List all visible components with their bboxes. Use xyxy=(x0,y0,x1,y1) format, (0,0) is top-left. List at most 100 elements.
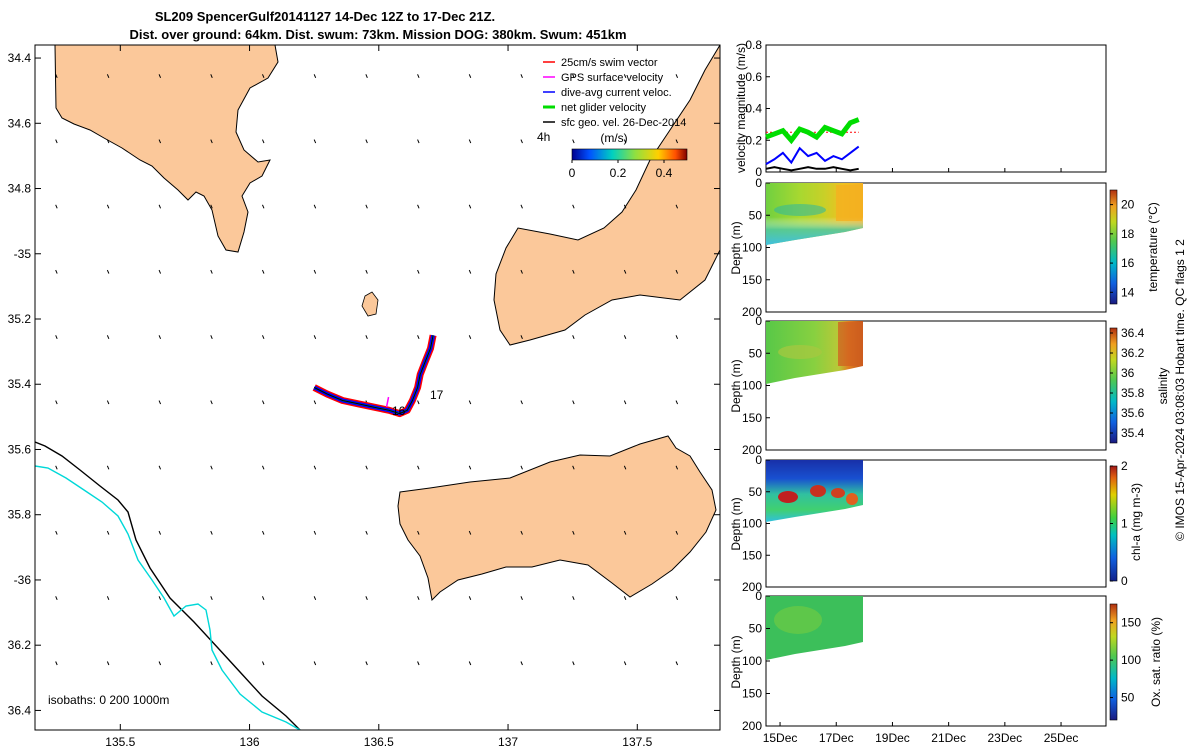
time-marker-label: 4h xyxy=(537,130,550,144)
salinity-patch xyxy=(778,345,822,359)
depth-y-tick-label: 50 xyxy=(749,622,763,636)
sfc-geo-arrow xyxy=(417,530,420,535)
sfc-geo-arrow xyxy=(572,335,575,340)
depth-y-tick-label: 100 xyxy=(742,654,762,668)
oxygen-patch xyxy=(774,606,822,634)
sfc-geo-arrow xyxy=(210,204,213,209)
legend-dive-avg-label: dive-avg current veloc. xyxy=(561,87,672,99)
sfc-geo-arrow xyxy=(520,530,523,535)
imos-side-note: © IMOS 15-Apr-2024 03:08:03 Hobart time.… xyxy=(1173,239,1187,541)
sfc-geo-arrow xyxy=(55,661,58,666)
colorbar-unit-label: (m/s) xyxy=(600,131,627,145)
velocity-colorbar-tick-label: 0 xyxy=(569,166,576,180)
sfc-geo-arrow xyxy=(106,269,110,274)
depth-y-tick-label: 150 xyxy=(742,411,762,425)
sfc-geo-arrow xyxy=(365,269,368,274)
sfc-geo-arrow xyxy=(675,74,679,79)
sfc-geo-arrow xyxy=(158,74,162,79)
depth-y-tick-label: 0 xyxy=(755,314,762,328)
map-y-tick-label: 34.4 xyxy=(8,51,32,65)
velocity-colorbar-ticks: 0 0.2 0.4 xyxy=(569,160,673,180)
date-tick-label: 25Dec xyxy=(1044,731,1079,745)
sfc-geo-arrow xyxy=(623,661,627,666)
sfc-geo-arrow xyxy=(572,269,575,274)
colorbar-tick-label: 36.2 xyxy=(1121,346,1145,360)
date-tick-label: 17Dec xyxy=(819,731,854,745)
depth-y-tick-label: 0 xyxy=(755,176,762,190)
velocity-panel: 0 0.2 0.4 0.6 0.8 velocity magnitude (m/s) xyxy=(734,38,1107,179)
sfc-geo-arrow xyxy=(106,465,110,470)
colorbar-tick-label: 35.4 xyxy=(1121,426,1145,440)
track-label-17: 17 xyxy=(430,388,444,402)
depth-y-tick-label: 150 xyxy=(742,687,762,701)
sfc-geo-arrow xyxy=(417,400,420,405)
sfc-geo-arrow xyxy=(210,269,213,274)
sfc-geo-arrow xyxy=(158,530,162,535)
sfc-geo-arrow xyxy=(468,335,472,340)
sfc-geo-arrow xyxy=(675,400,679,405)
temperature-colorbar xyxy=(1109,189,1118,305)
legend-gps-velocity: GPS surface velocity xyxy=(543,72,664,84)
map-y-tick-label: -35 xyxy=(14,247,32,261)
colorbar-tick-label: 16 xyxy=(1121,256,1135,270)
temperature-colorbar-label: temperature (°C) xyxy=(1146,202,1160,292)
sfc-geo-arrow xyxy=(158,335,162,340)
sfc-geo-arrow xyxy=(623,400,627,405)
sfc-geo-arrow xyxy=(417,596,420,600)
land-small-island xyxy=(361,291,379,317)
glider-track xyxy=(312,334,437,418)
legend-swim-vector-label: 25cm/s swim vector xyxy=(561,57,658,69)
temperature-ylabel: Depth (m) xyxy=(729,221,743,274)
sfc-geo-arrow xyxy=(106,596,110,600)
velocity-colorbar-tick-label: 0.2 xyxy=(610,166,627,180)
sfc-geo-arrow xyxy=(262,269,265,274)
depth-y-tick-label: 0 xyxy=(755,589,762,603)
velocity-series xyxy=(765,117,860,172)
sfc-geo-arrow xyxy=(417,465,420,470)
sfc-geo-arrow xyxy=(623,530,627,535)
sfc-geo-arrow xyxy=(468,465,472,470)
velocity-panel-frame xyxy=(765,44,1107,173)
oxygen-colorbar-label: Ox. sat. ratio (%) xyxy=(1149,617,1163,707)
sfc-geo-arrow xyxy=(55,269,58,274)
sfc-geo-arrow xyxy=(210,596,213,600)
legend-sfc-geo-label: sfc geo. vel. 26-Dec-2014 xyxy=(561,117,686,129)
sfc-geo-arrow xyxy=(468,269,472,274)
colorbar-tick-label: 18 xyxy=(1121,227,1135,241)
sfc-geo-arrow xyxy=(520,465,523,470)
sfc-geo-arrow xyxy=(572,661,575,666)
sfc-geo-arrow xyxy=(365,335,368,340)
sfc-geo-arrow xyxy=(520,204,523,209)
chla-panel: Depth (m) chl-a (mg m-3) xyxy=(729,459,1143,588)
sfc-geo-arrow xyxy=(313,465,317,470)
sfc-geo-arrow xyxy=(313,596,317,600)
date-tick-label: 19Dec xyxy=(875,731,910,745)
map-y-tick-label: 35.2 xyxy=(8,312,32,326)
sfc-geo-arrow xyxy=(675,596,679,600)
sfc-geo-arrow xyxy=(106,400,110,405)
sfc-geo-arrow xyxy=(55,530,58,535)
sfc-geo-arrow xyxy=(417,335,420,340)
depth-y-tick-label: 50 xyxy=(749,346,763,360)
sfc-geo-arrow xyxy=(623,74,627,79)
sfc-geo-arrow xyxy=(572,204,575,209)
sfc-geo-arrow xyxy=(468,139,472,144)
sfc-geo-arrow xyxy=(313,204,317,209)
velocity-axes: 0 0.2 0.4 0.6 0.8 xyxy=(745,38,770,179)
sfc-geo-arrow xyxy=(365,465,368,470)
velocity-y-tick-label: 0 xyxy=(755,165,762,179)
legend-net-glider: net glider velocity xyxy=(543,102,646,114)
sfc-geo-arrow xyxy=(262,335,265,340)
sfc-geo-arrow xyxy=(417,269,420,274)
track-label-16: 16 xyxy=(392,404,406,418)
map-axes: 135.5 136 136.5 137 137.5 34.4 34.6 34.8 -35 35.2… xyxy=(8,45,720,749)
velocity-y-tick-label: 0.6 xyxy=(745,70,762,84)
sfc-geo-arrow xyxy=(520,596,523,600)
sfc-geo-arrow xyxy=(675,269,679,274)
temperature-cool-patch xyxy=(774,204,826,216)
sfc-geo-arrow xyxy=(262,204,265,209)
map-panel: 16 17 isobaths: 0 200 1000m 135.5 136 136.… xyxy=(8,44,721,749)
sfc-geo-arrow xyxy=(675,204,679,209)
sfc-geo-arrow xyxy=(623,139,627,144)
sfc-geo-arrow xyxy=(417,661,420,666)
